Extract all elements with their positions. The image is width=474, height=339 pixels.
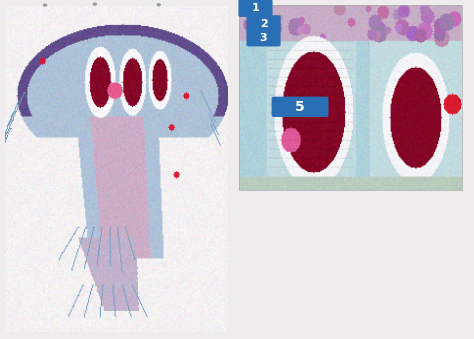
Text: 3: 3 bbox=[260, 33, 267, 43]
FancyBboxPatch shape bbox=[246, 29, 281, 46]
FancyBboxPatch shape bbox=[238, 0, 273, 17]
Circle shape bbox=[93, 3, 96, 5]
FancyBboxPatch shape bbox=[246, 15, 281, 32]
Circle shape bbox=[44, 4, 46, 6]
FancyBboxPatch shape bbox=[272, 97, 328, 117]
Text: 1: 1 bbox=[252, 3, 259, 13]
Text: 2: 2 bbox=[260, 19, 267, 29]
Text: 5: 5 bbox=[295, 100, 305, 114]
Bar bbox=[239, 5, 462, 190]
Circle shape bbox=[157, 4, 160, 6]
